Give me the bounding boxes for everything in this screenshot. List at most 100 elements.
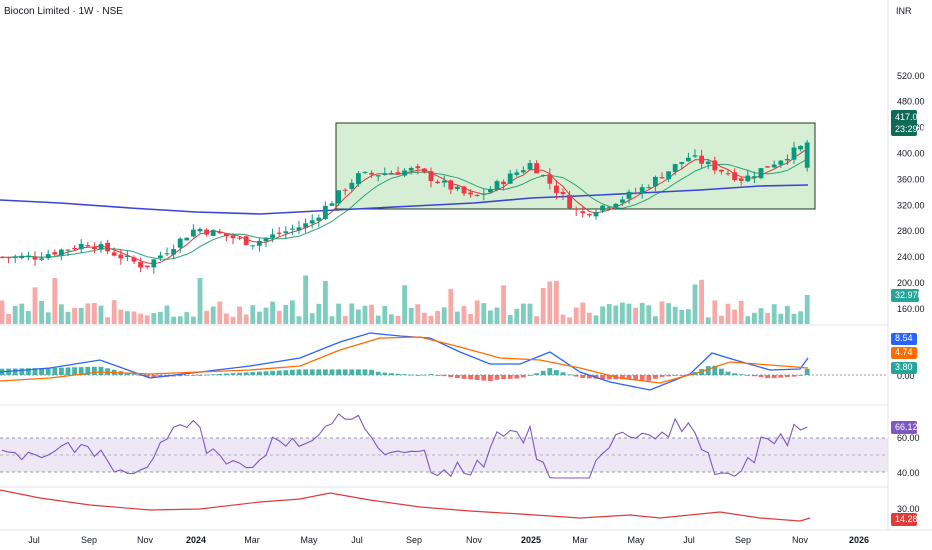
volume-bar: [177, 316, 183, 324]
volume-bar: [19, 303, 25, 324]
candle-body: [804, 142, 810, 168]
candle-body: [32, 257, 38, 260]
macd-histogram-bar: [19, 368, 25, 375]
candle-body: [98, 244, 104, 250]
rsi-badge-bg: [891, 421, 917, 434]
symbol-title[interactable]: Biocon Limited · 1W · NSE: [4, 6, 123, 17]
candle-body: [686, 157, 691, 162]
candle-body: [771, 164, 777, 168]
volume-bar: [646, 305, 652, 324]
macd-histogram-bar: [501, 375, 506, 380]
candle-body: [164, 253, 170, 255]
candle-body: [309, 220, 315, 224]
lower-path: [0, 489, 811, 522]
candle-body: [59, 249, 64, 256]
candle-body: [758, 168, 764, 179]
macd-histogram-bar: [72, 367, 77, 375]
candle-body: [316, 217, 322, 221]
volume-bar: [52, 278, 58, 324]
volume-bar: [111, 300, 117, 324]
price-axis[interactable]: 520.00480.00440.00400.00360.00320.00280.…: [887, 0, 925, 530]
volume-bar: [600, 306, 605, 324]
candle-body: [356, 173, 361, 185]
volume-bar: [752, 312, 757, 324]
candle-body: [204, 229, 209, 235]
candle-body: [270, 234, 275, 238]
candle-body: [468, 192, 473, 195]
candle-body: [349, 182, 355, 189]
macd-histogram-bar: [78, 367, 84, 375]
volume-bar: [85, 303, 91, 324]
macd-histogram-bar: [131, 374, 137, 376]
macd-histogram-bar: [45, 368, 51, 375]
volume-bar: [554, 280, 559, 324]
macd-histogram-bar: [639, 375, 645, 381]
price-tick-label: 320.00: [897, 200, 925, 210]
volume-bar: [45, 312, 51, 324]
volume-bar: [666, 303, 671, 324]
volume-bar: [765, 312, 770, 324]
volume-bar: [257, 311, 262, 324]
macd-histogram-bar: [712, 365, 718, 375]
volume-bar: [778, 313, 784, 324]
signal-badge: 4.74: [895, 347, 913, 357]
macd-histogram-bar: [375, 371, 381, 375]
volume-bar: [758, 308, 764, 324]
currency-label[interactable]: INR: [896, 6, 912, 16]
candle-body: [131, 257, 137, 262]
candle-body: [573, 208, 579, 210]
volume-bar: [679, 309, 685, 324]
macd-zero-tick: 0.00: [897, 371, 915, 381]
candle-body: [560, 191, 566, 195]
candle-body: [12, 256, 18, 258]
rsi-line: [1, 413, 808, 479]
macd-histogram-bar: [653, 375, 658, 379]
candle-body: [230, 235, 236, 239]
candle-body: [72, 248, 77, 250]
volume-bar: [448, 288, 454, 324]
macd-histogram-bar: [230, 373, 236, 375]
macd-histogram-bar: [633, 375, 638, 381]
volume-bar: [98, 305, 104, 324]
volume-bar: [639, 302, 645, 324]
macd-histogram-bar: [620, 375, 625, 380]
volume-bar: [342, 315, 348, 324]
macd-histogram-bar: [329, 369, 335, 375]
macd-histogram-bar: [32, 368, 38, 375]
volume-bar: [78, 307, 84, 324]
macd-histogram-bar: [771, 375, 777, 379]
macd-histogram-bar: [527, 375, 533, 376]
candle-body: [659, 177, 665, 179]
candle-body: [45, 254, 51, 259]
macd-histogram-bar: [138, 375, 143, 376]
macd-histogram-bar: [587, 375, 592, 379]
candle-body: [111, 252, 117, 256]
time-tick-label: Jul: [351, 535, 363, 545]
time-tick-label: Sep: [735, 535, 751, 545]
volume-bar: [791, 313, 797, 324]
volume-bar: [422, 312, 427, 324]
volume-bar: [692, 284, 698, 324]
candle-body: [184, 237, 190, 241]
candle-body: [580, 211, 586, 214]
macd-histogram-bar: [257, 371, 262, 375]
macd-histogram-bar: [659, 375, 665, 377]
volume-bars: [0, 275, 810, 324]
volume-bar: [738, 300, 744, 324]
volume-badge: 32.97M: [895, 290, 925, 300]
time-axis[interactable]: Jul Sep Nov 2024 Mar May Jul Sep Nov 2025 Mar May Ju…: [0, 529, 932, 545]
candle-body: [283, 231, 289, 234]
macd-histogram-bar: [488, 375, 493, 382]
volume-bar: [144, 315, 150, 324]
candle-body: [514, 172, 520, 175]
volume-bar: [184, 312, 190, 324]
candles: [0, 139, 810, 274]
candle-body: [144, 265, 150, 268]
volume-bar: [560, 314, 566, 324]
volume-bar: [12, 305, 18, 324]
candle-body: [39, 258, 44, 260]
macd-histogram-bar: [39, 368, 44, 375]
volume-bar: [507, 314, 513, 324]
time-tick-label: Mar: [572, 535, 588, 545]
